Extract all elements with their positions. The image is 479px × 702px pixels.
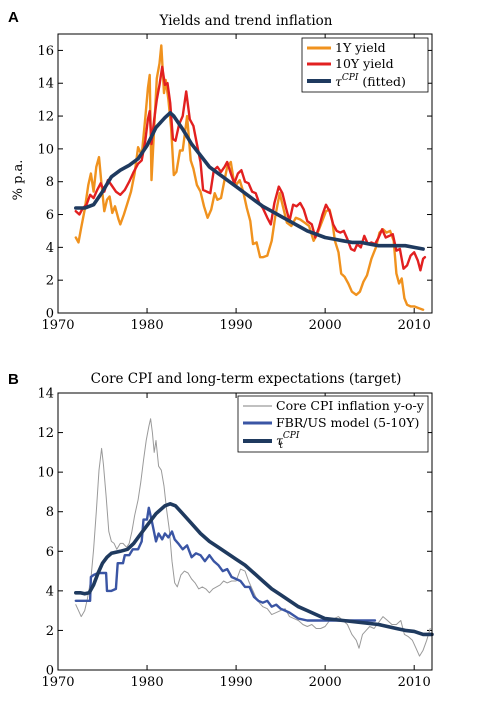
- panel-a-y-tick-label: 0: [46, 307, 54, 322]
- legend-tau-t-subscript: t: [279, 441, 283, 451]
- legend-label-10y-yield: 10Y yield: [335, 56, 394, 71]
- legend-tau-symbol: τ: [335, 74, 343, 89]
- legend-tau-suffix: (fitted): [358, 74, 406, 89]
- panel-a-axis-ticks: 1970 1980 1990 2000 2010 0 2 4 6 8 10 12 14 16: [37, 34, 432, 333]
- panel-b-series-fbr-us-model-5-10y: [74, 506, 377, 622]
- panel-a-axes-frame: [57, 33, 433, 314]
- panel-b-letter: B: [8, 371, 19, 388]
- panel-a-series: [74, 44, 427, 311]
- panel-a-series-10y-yield: [74, 65, 427, 272]
- panel-b-title: Core CPI and long-term expectations (tar…: [91, 371, 402, 387]
- panel-b-x-tick-label: 1990: [220, 675, 253, 690]
- legend-tau-superscript: CPI: [342, 73, 359, 83]
- panel-b-y-tick-label: 4: [46, 584, 54, 599]
- legend-label-1y-yield: 1Y yield: [335, 40, 386, 55]
- panel-a-y-tick-label: 14: [37, 77, 54, 92]
- panel-b-y-tick-label: 12: [37, 426, 54, 441]
- panel-a-y-axis-label: % p.a.: [11, 160, 26, 201]
- panel-b-axis-ticks: 1970 1980 1990 2000 2010 0 2 4 6 8 10 12 14: [37, 387, 432, 690]
- legend-label-core-cpi: Core CPI inflation y-o-y: [276, 398, 425, 413]
- panel-b-y-tick-label: 10: [37, 466, 54, 481]
- legend-label-fbr-us-model: FBR/US model (5-10Y): [276, 415, 419, 430]
- panel-a-y-tick-label: 6: [46, 208, 54, 223]
- panel-b-y-tick-label: 14: [37, 387, 54, 402]
- panel-b: B Core CPI and long-term expectations (t…: [8, 371, 434, 690]
- panel-b-x-tick-label: 1980: [131, 675, 164, 690]
- panel-a-x-tick-label: 2010: [398, 318, 431, 333]
- panel-a-x-tick-label: 1980: [131, 318, 164, 333]
- panel-b-series-core-cpi-inflation-y-o-y: [75, 418, 431, 657]
- panel-a-y-tick-label: 2: [46, 274, 54, 289]
- panel-a-series-1y-yield: [74, 44, 425, 311]
- panel-b-y-tick-label: 0: [46, 664, 54, 679]
- legend-label-tau-t: τCPI t: [276, 431, 300, 451]
- legend-tau-t-superscript: CPI: [283, 431, 300, 441]
- legend-label-tau-fitted: τCPI (fitted): [335, 73, 406, 89]
- panel-b-x-tick-label: 1970: [41, 675, 74, 690]
- panel-b-axes-frame: [57, 392, 433, 671]
- panel-b-legend: Core CPI inflation y-o-y FBR/US model (5…: [237, 395, 429, 453]
- panel-b-series-t-cpi: [74, 502, 434, 637]
- panel-b-y-tick-label: 8: [46, 505, 54, 520]
- panel-a-y-tick-label: 16: [37, 44, 54, 59]
- panel-b-x-tick-label: 2000: [309, 675, 342, 690]
- panel-a-x-tick-label: 2000: [309, 318, 342, 333]
- panel-a-y-tick-label: 8: [46, 175, 54, 190]
- legend-tau-t-symbol: τ: [276, 433, 284, 448]
- panel-a-series-cpi-fitted: [74, 111, 425, 251]
- panel-a-legend: 1Y yield 10Y yield τCPI (fitted): [301, 37, 429, 93]
- panel-a-x-tick-label: 1990: [220, 318, 253, 333]
- panel-a-y-tick-label: 4: [46, 241, 54, 256]
- panel-a-letter: A: [8, 9, 19, 26]
- panel-a-y-tick-label: 10: [37, 142, 54, 157]
- panel-b-y-tick-label: 6: [46, 545, 54, 560]
- panel-a-x-tick-label: 1970: [41, 318, 74, 333]
- panel-b-series: [74, 418, 434, 657]
- panel-a-title: Yields and trend inflation: [159, 13, 333, 29]
- panel-a-y-tick-label: 12: [37, 110, 54, 125]
- panel-b-x-tick-label: 2010: [398, 675, 431, 690]
- panel-b-y-tick-label: 2: [46, 624, 54, 639]
- panel-a: A Yields and trend inflation % p.a. 1970…: [8, 9, 433, 333]
